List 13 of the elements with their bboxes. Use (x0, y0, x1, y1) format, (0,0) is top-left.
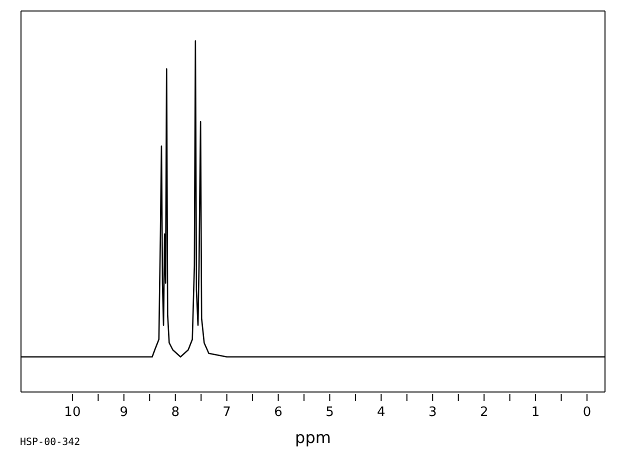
x-tick-label: 10 (64, 405, 81, 420)
x-tick-label: 0 (582, 405, 592, 420)
x-tick-label: 9 (120, 405, 128, 420)
x-axis-title: ppm (295, 428, 331, 447)
x-tick-label: 1 (531, 405, 540, 420)
x-tick-label: 4 (377, 405, 386, 420)
x-tick-label: 3 (428, 405, 437, 420)
x-tick-label: 5 (326, 405, 334, 420)
x-tick-label: 2 (480, 405, 488, 420)
x-tick-label: 8 (171, 405, 180, 420)
x-tick-label: 7 (222, 405, 231, 420)
x-tick-label: 6 (274, 405, 282, 420)
text: HSP-00-342 (20, 437, 80, 448)
